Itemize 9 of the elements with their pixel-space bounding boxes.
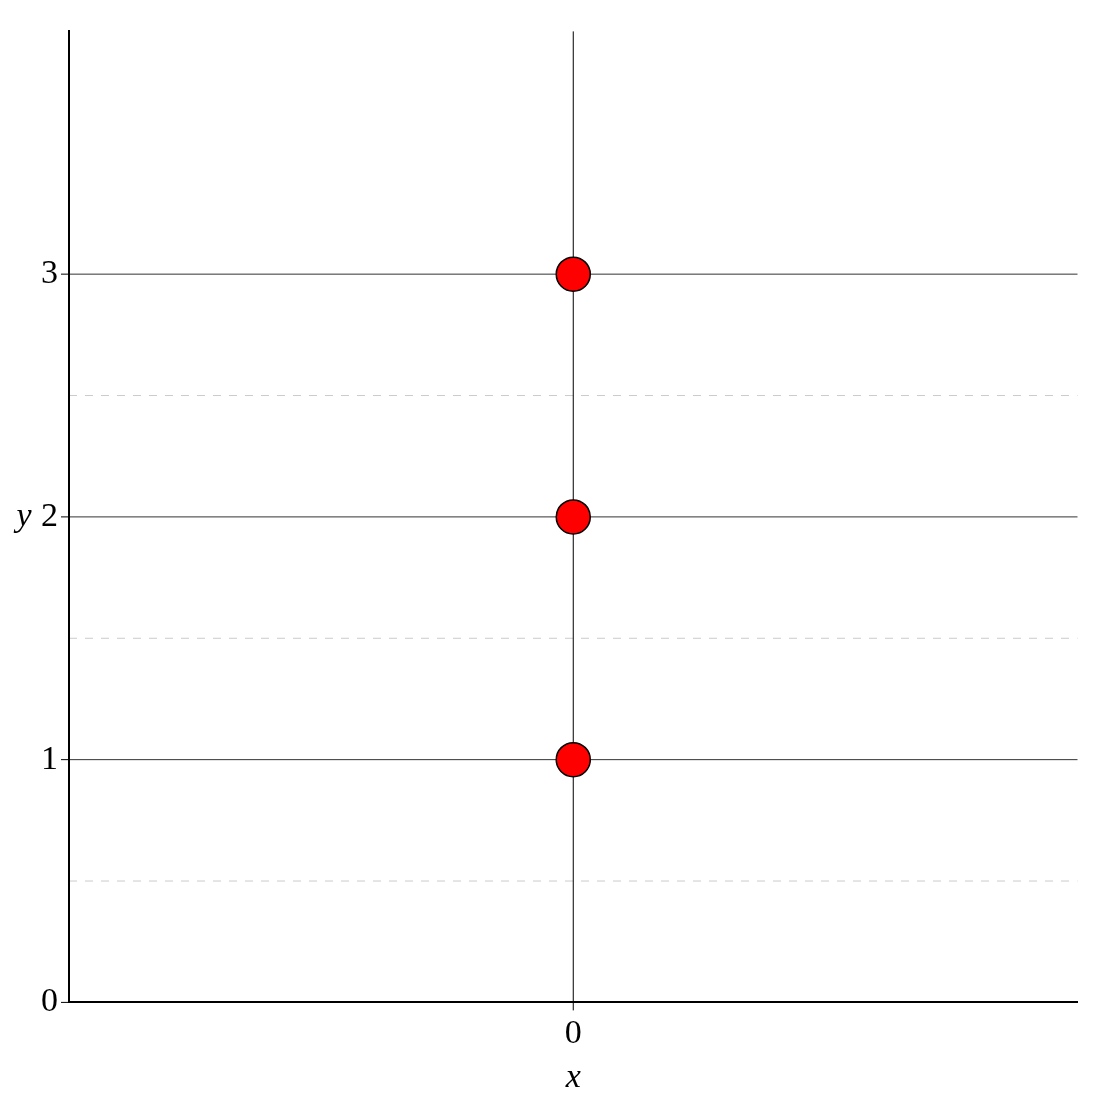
y-tick-label: 1 bbox=[41, 738, 58, 776]
y-tick-label: 3 bbox=[41, 253, 58, 291]
point bbox=[555, 741, 591, 778]
point bbox=[555, 499, 591, 535]
y-axis-title: y bbox=[13, 495, 33, 533]
y-tick-label: 0 bbox=[41, 981, 58, 1019]
y-tick-label: 2 bbox=[41, 495, 58, 533]
point bbox=[555, 256, 591, 292]
x-axis-title: x bbox=[564, 1056, 581, 1094]
